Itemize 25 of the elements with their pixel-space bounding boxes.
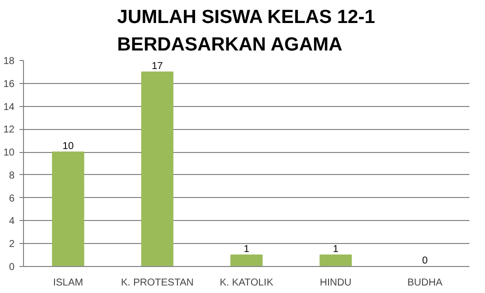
x-tick-label: K. PROTESTAN: [121, 278, 194, 288]
data-label: 1: [244, 244, 250, 256]
y-tick-label: 6: [8, 193, 15, 204]
y-tick-label: 8: [8, 170, 15, 182]
bar: [141, 71, 174, 266]
data-label: 1: [332, 244, 339, 256]
chart-title: JUMLAH SISWA KELAS 12-1 BERDASARKAN AGAMA: [117, 7, 376, 56]
y-tick-label: 4: [8, 216, 15, 228]
y-tick-label: 12: [3, 124, 15, 136]
bar: [230, 254, 263, 266]
x-tick-label: ISLAM: [53, 278, 84, 288]
y-tick-label: 10: [3, 148, 15, 159]
y-tick-label: 16: [3, 78, 15, 90]
data-label: 0: [422, 256, 428, 266]
bar: [52, 152, 84, 266]
x-tick-label: HINDU: [320, 278, 352, 288]
y-tick-label: 18: [3, 56, 15, 67]
x-tick-label: K. KATOLIK: [220, 278, 274, 288]
bar: [320, 254, 352, 266]
y-tick-label: 2: [8, 239, 15, 250]
y-tick-label: 14: [3, 102, 15, 113]
data-label: 10: [62, 141, 74, 152]
data-label: 17: [152, 60, 164, 72]
y-tick-label: 0: [8, 262, 15, 273]
x-tick-label: BUDHA: [407, 278, 443, 288]
